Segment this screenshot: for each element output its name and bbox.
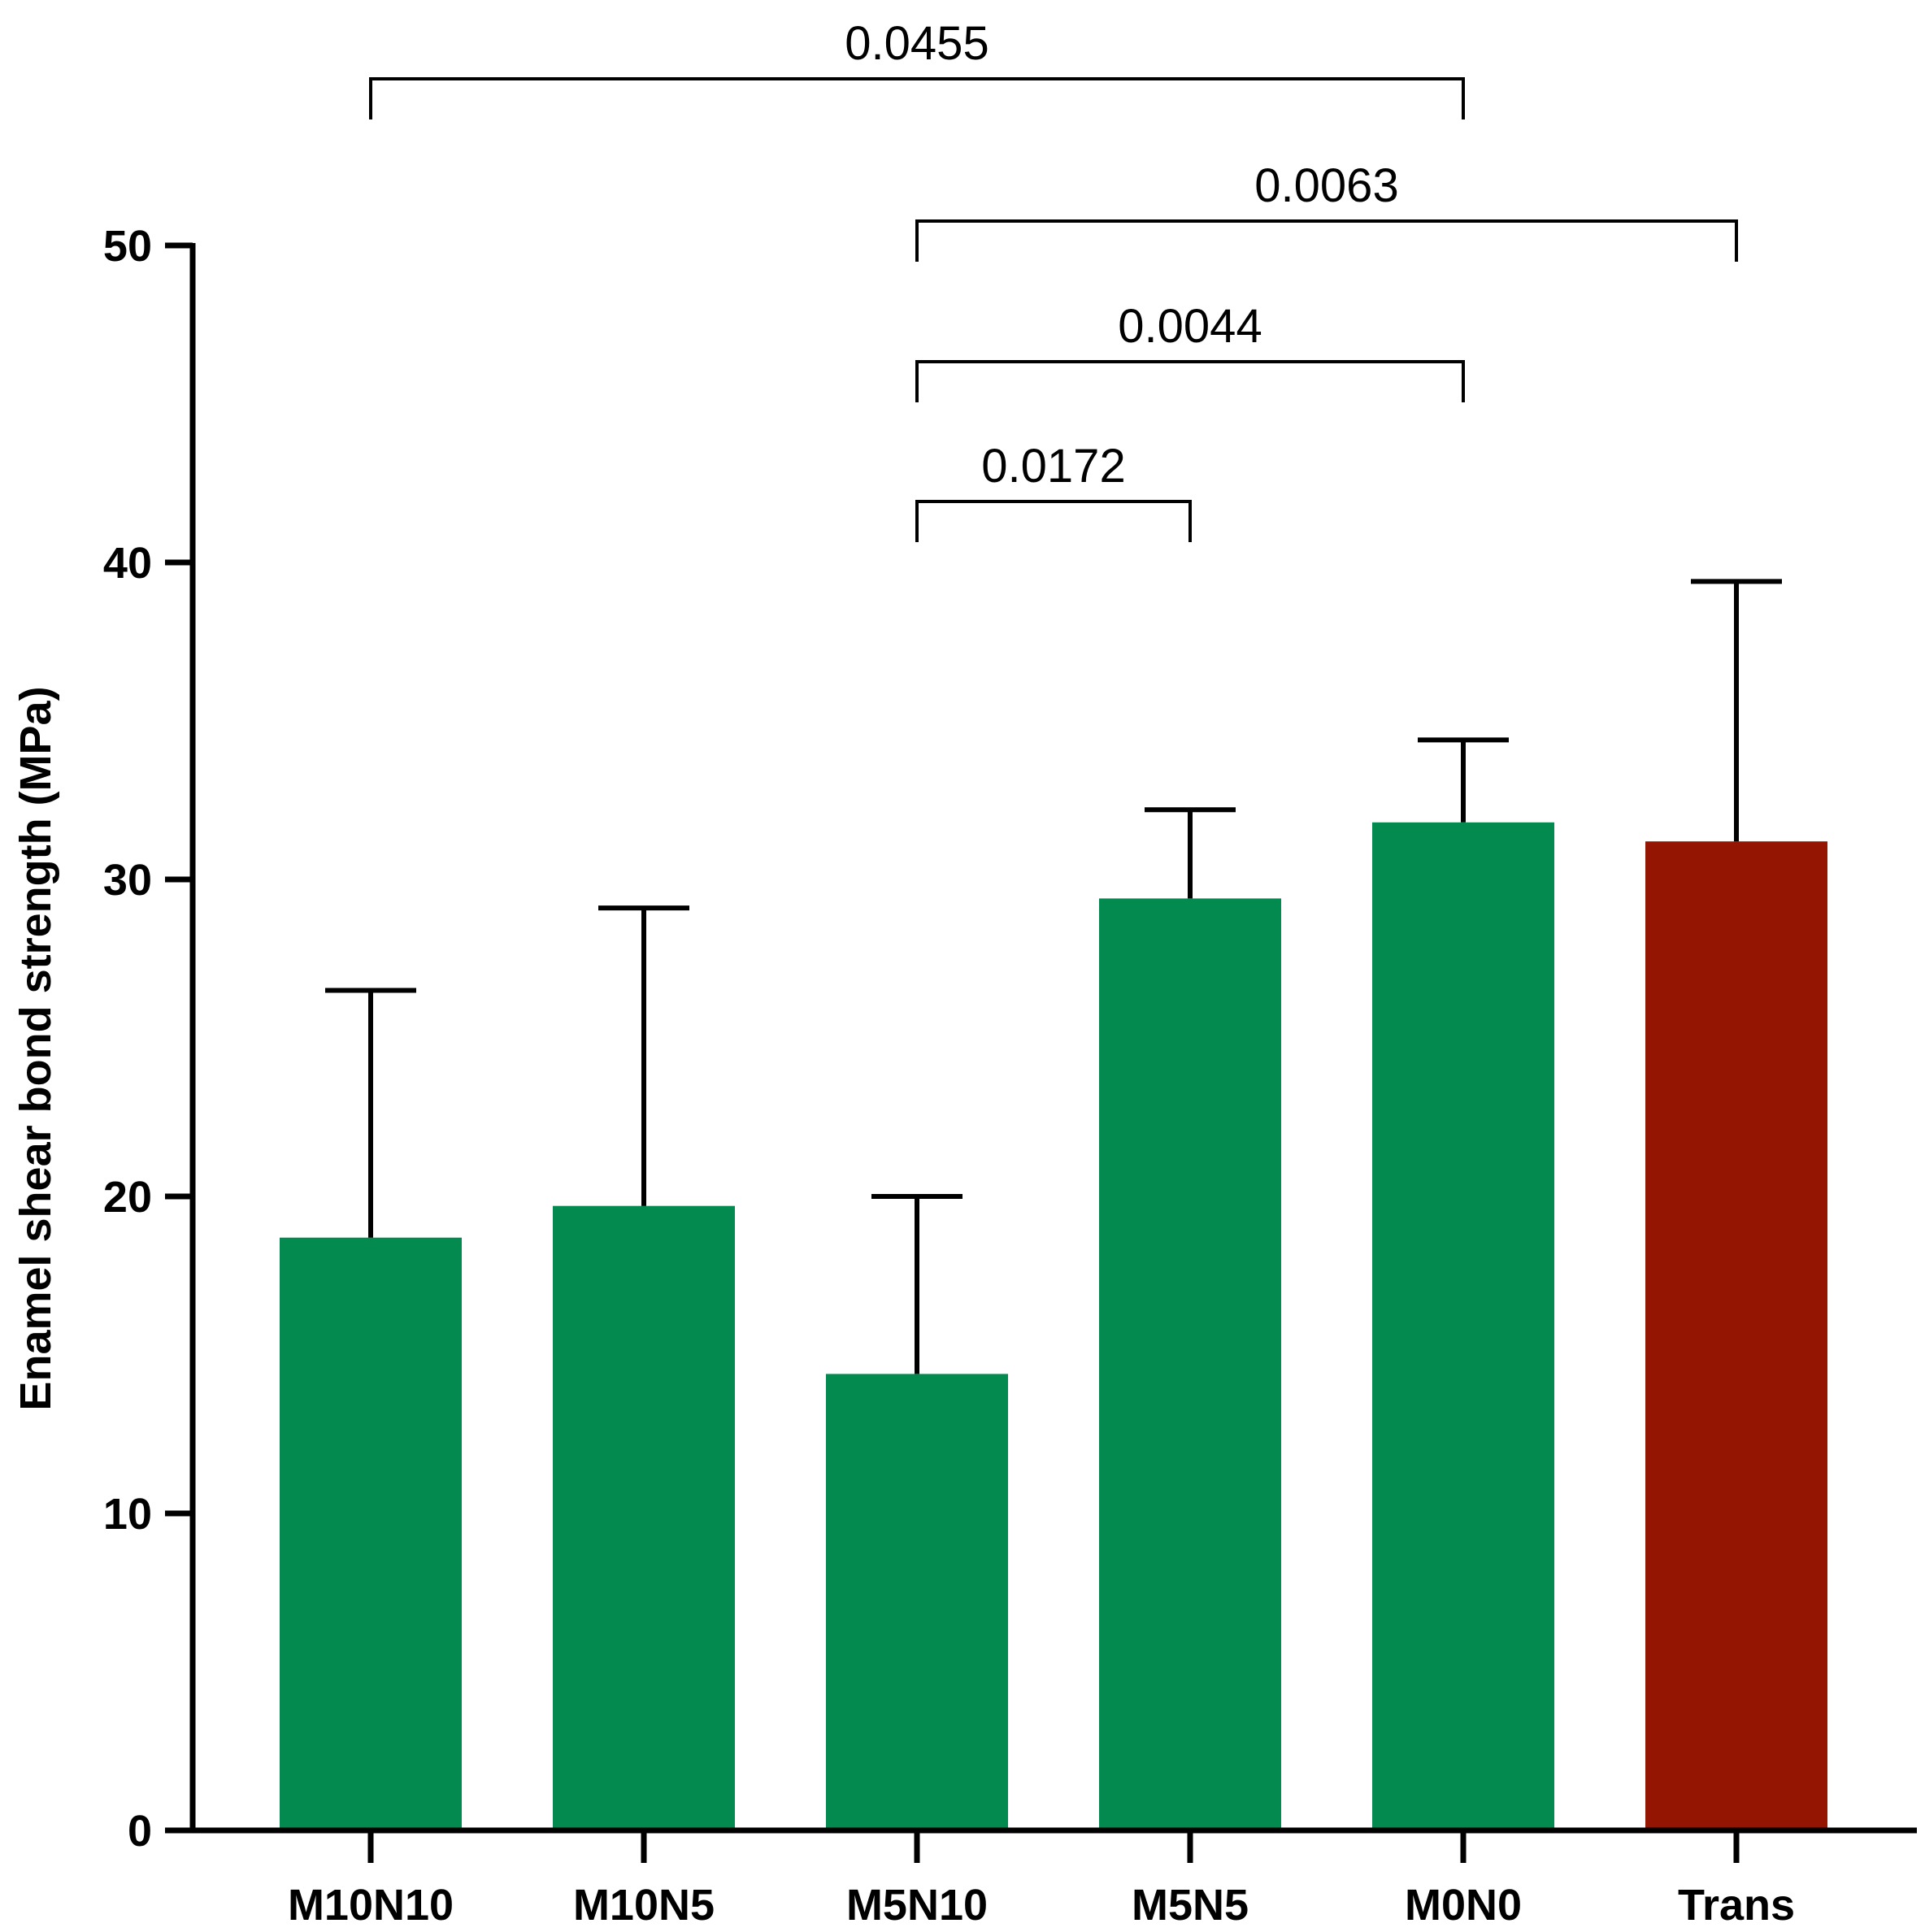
significance-brackets-layer: 0.0455 0.0063 0.0044 0.0172	[369, 17, 1738, 542]
comparison-M10N10-M0N0: 0.0455	[369, 17, 1465, 119]
y-tick-label-10: 10	[103, 1490, 152, 1539]
significance-bracket	[369, 77, 1465, 119]
significance-bracket	[915, 219, 1738, 262]
bar-Trans	[1645, 841, 1827, 1830]
bar-M5N10	[826, 1374, 1008, 1830]
y-tick-label-30: 30	[103, 856, 152, 905]
x-tick-label-M5N10: M5N10	[846, 1881, 988, 1930]
x-tick-label-M10N10: M10N10	[288, 1881, 454, 1930]
y-tick-label-40: 40	[103, 539, 152, 588]
x-tick-label-M10N5: M10N5	[573, 1881, 715, 1930]
ticks-layer: 0 10 20 30 40 50 M10N10 M10N5 M5N10 M5N5 M0N0 Trans	[103, 222, 1795, 1930]
p-value-label: 0.0455	[845, 17, 989, 70]
p-value-label: 0.0044	[1118, 300, 1262, 353]
x-tick-label-M0N0: M0N0	[1405, 1881, 1522, 1930]
significance-bracket	[915, 360, 1465, 402]
y-axis-title: Enamel shear bond strength (MPa)	[11, 686, 60, 1410]
comparison-M5N10-Trans: 0.0063	[915, 159, 1738, 262]
p-value-label: 0.0172	[981, 440, 1125, 493]
x-tick-label-M5N5: M5N5	[1132, 1881, 1249, 1930]
bar-M10N5	[553, 1205, 735, 1830]
y-tick-label-50: 50	[103, 222, 152, 271]
bars-layer	[280, 822, 1827, 1830]
axes-layer	[189, 243, 1917, 1834]
x-tick-label-Trans: Trans	[1678, 1881, 1795, 1930]
bar-M10N10	[280, 1237, 462, 1830]
bar-M5N5	[1099, 898, 1281, 1830]
y-tick-label-20: 20	[103, 1173, 152, 1222]
comparison-M5N10-M0N0: 0.0044	[915, 300, 1465, 402]
y-tick-label-0: 0	[128, 1807, 152, 1856]
error-bars-layer	[325, 579, 1782, 1374]
significance-bracket	[915, 500, 1192, 542]
bar-M0N0	[1372, 822, 1554, 1830]
comparison-M5N10-M5N5: 0.0172	[915, 440, 1192, 542]
p-value-label: 0.0063	[1254, 159, 1398, 212]
